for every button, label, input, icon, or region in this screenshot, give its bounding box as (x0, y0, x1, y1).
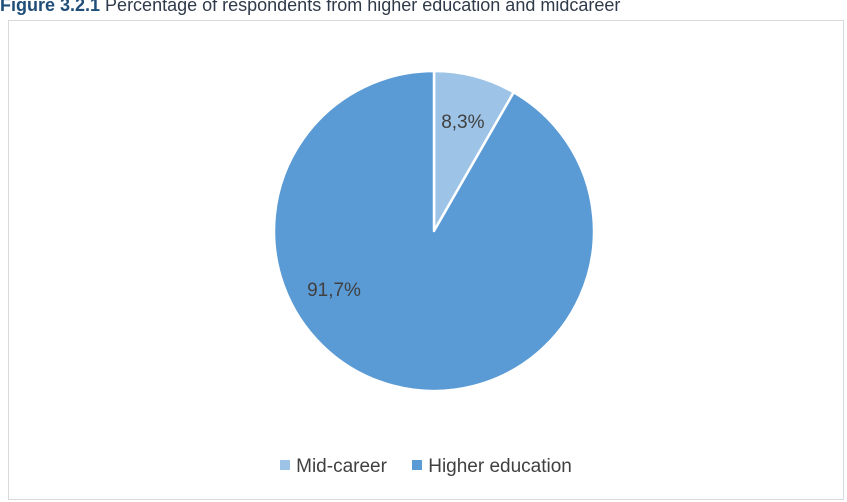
chart-area: 8,3% 91,7% Mid-career Higher education (8, 20, 844, 500)
legend-item-mid-career: Mid-career (280, 456, 387, 478)
data-label-higher-education: 91,7% (307, 280, 361, 301)
data-label-mid-career: 8,3% (441, 112, 484, 133)
legend-label-mid-career: Mid-career (296, 456, 387, 477)
pie-slice-higher-education (272, 69, 596, 393)
legend-swatch-mid-career (280, 459, 291, 470)
legend-label-higher-education: Higher education (428, 456, 572, 477)
chart-legend: Mid-career Higher education (9, 456, 843, 478)
figure-caption: Figure 3.2.1 Percentage of respondents f… (0, 0, 620, 15)
legend-item-higher-education: Higher education (412, 456, 572, 478)
figure-number: Figure 3.2.1 (0, 0, 101, 15)
figure-title: Percentage of respondents from higher ed… (100, 0, 621, 15)
legend-swatch-higher-education (412, 459, 423, 470)
pie-chart: 8,3% 91,7% (272, 69, 596, 393)
